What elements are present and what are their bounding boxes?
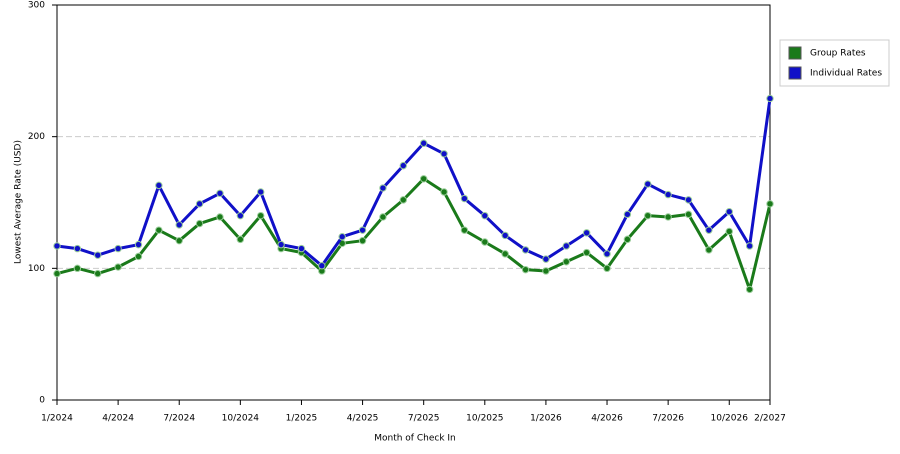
data-point <box>195 200 204 208</box>
data-point <box>440 188 448 196</box>
data-point <box>257 211 265 220</box>
data-point <box>399 196 408 204</box>
data-point <box>562 258 570 266</box>
data-point <box>562 242 570 250</box>
data-point <box>114 244 122 253</box>
x-tick-label: 7/2024 <box>163 414 195 424</box>
data-point <box>440 150 448 158</box>
data-point <box>134 240 143 249</box>
data-point <box>297 244 306 253</box>
data-point <box>501 250 509 258</box>
data-point <box>419 175 428 183</box>
x-tick-label: 2/2027 <box>754 414 786 424</box>
data-point <box>399 161 408 170</box>
data-point <box>175 221 183 229</box>
data-point <box>582 229 591 237</box>
x-tick-label: 4/2025 <box>347 414 379 424</box>
data-point <box>725 227 733 236</box>
data-point <box>216 189 224 197</box>
data-point <box>73 264 82 273</box>
data-point <box>481 211 489 220</box>
legend-label: Group Rates <box>810 49 866 59</box>
x-tick-label: 4/2026 <box>591 414 623 424</box>
data-point <box>277 240 285 249</box>
legend-label: Individual Rates <box>810 69 882 79</box>
y-axis-label: Lowest Average Rate (USD) <box>14 140 24 264</box>
data-point <box>664 213 672 221</box>
data-point <box>419 139 428 147</box>
data-point <box>94 269 102 278</box>
data-point <box>603 264 611 273</box>
data-point <box>684 196 693 204</box>
x-tick-label: 10/2024 <box>222 414 260 424</box>
data-point <box>114 263 122 271</box>
data-point <box>460 194 469 203</box>
x-tick-label: 1/2024 <box>41 414 73 424</box>
data-point <box>521 265 530 274</box>
data-point <box>236 211 245 220</box>
data-point <box>379 213 387 221</box>
data-point <box>53 242 61 250</box>
data-point <box>257 188 265 196</box>
data-point <box>766 200 774 208</box>
data-point <box>684 210 693 219</box>
data-point <box>73 244 82 253</box>
data-point <box>542 267 550 275</box>
data-point <box>745 285 754 294</box>
data-point <box>175 236 183 245</box>
series-line <box>56 98 772 268</box>
data-point <box>379 184 387 192</box>
data-point <box>53 269 61 278</box>
data-point <box>603 250 611 258</box>
y-tick-label: 0 <box>39 396 45 406</box>
x-tick-label: 4/2024 <box>102 414 134 424</box>
data-point <box>542 255 550 263</box>
plot-frame <box>56 4 771 401</box>
data-point <box>155 181 163 190</box>
data-point <box>705 246 713 254</box>
y-tick-label: 300 <box>28 1 45 11</box>
data-point <box>644 180 652 188</box>
data-point <box>623 210 632 219</box>
data-point <box>236 235 245 244</box>
data-point <box>582 248 591 257</box>
data-point <box>94 251 102 259</box>
data-point <box>358 226 367 234</box>
data-point <box>318 262 326 270</box>
data-point <box>725 208 733 216</box>
x-tick-label: 1/2025 <box>286 414 318 424</box>
y-tick-label: 200 <box>28 132 45 142</box>
legend-swatch <box>788 66 802 80</box>
data-point <box>481 238 489 246</box>
y-tick-label: 100 <box>28 264 45 274</box>
data-point <box>460 226 469 234</box>
data-point <box>338 233 346 241</box>
data-point <box>705 226 713 234</box>
data-point <box>134 252 143 261</box>
x-axis-label: Month of Check In <box>374 434 456 444</box>
data-point <box>521 246 530 254</box>
data-point <box>644 211 652 220</box>
data-point <box>216 213 224 221</box>
x-tick-label: 10/2025 <box>466 414 503 424</box>
data-point <box>766 94 774 103</box>
legend-swatch <box>788 46 802 60</box>
x-tick-label: 7/2026 <box>652 414 684 424</box>
x-tick-label: 10/2026 <box>711 414 749 424</box>
x-tick-label: 1/2026 <box>530 414 562 424</box>
data-point <box>195 219 204 228</box>
data-point <box>745 242 754 250</box>
x-tick-label: 7/2025 <box>408 414 440 424</box>
data-point <box>664 190 672 199</box>
data-point <box>623 235 632 244</box>
data-point <box>155 226 163 234</box>
data-point <box>501 231 509 240</box>
data-point <box>358 236 367 245</box>
